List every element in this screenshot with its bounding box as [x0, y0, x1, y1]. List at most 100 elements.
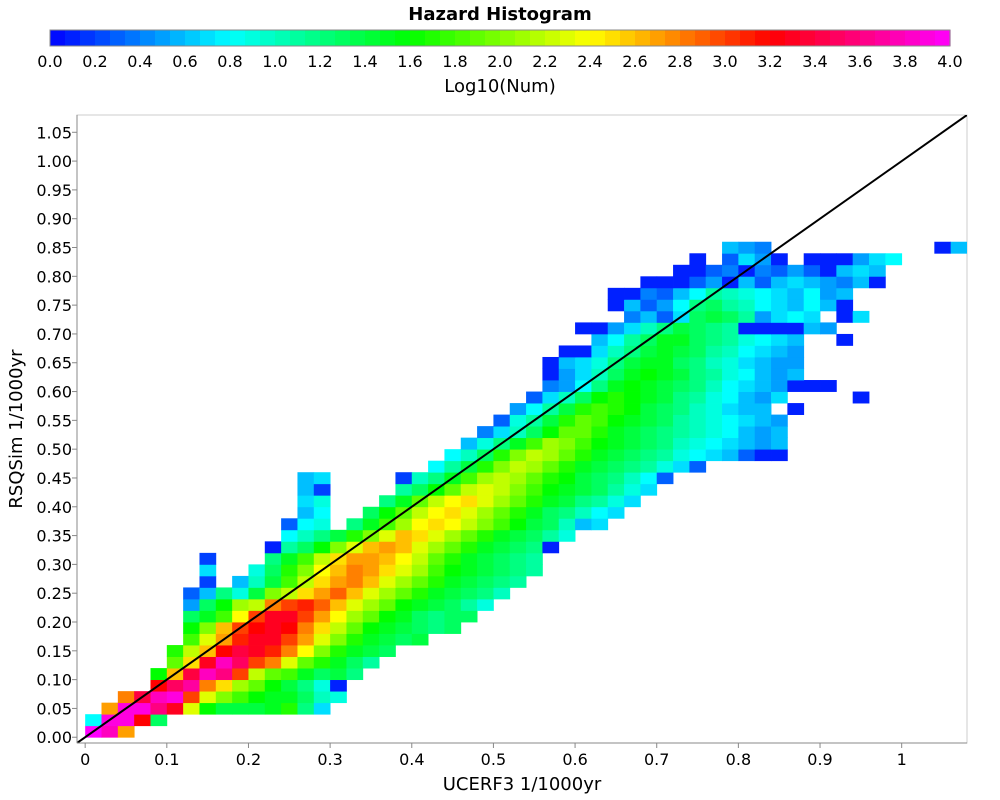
heatmap-cell [542, 506, 560, 519]
heatmap-cell [640, 414, 658, 427]
heatmap-cell [738, 299, 756, 312]
heatmap-cell [183, 633, 200, 646]
heatmap-cell [591, 380, 609, 392]
colorbar-swatch [500, 30, 516, 46]
colorbar-swatch [350, 30, 366, 46]
heatmap-cell [313, 587, 331, 600]
heatmap-cell [689, 253, 707, 266]
heatmap-cell [183, 587, 200, 600]
heatmap-cell [509, 575, 527, 588]
heatmap-cell [460, 472, 478, 485]
heatmap-cell [591, 518, 609, 531]
heatmap-cell [558, 368, 576, 381]
heatmap-cell [493, 460, 511, 473]
heatmap-cell [297, 702, 315, 715]
heatmap-cell [640, 368, 658, 381]
colorbar-swatch [785, 30, 801, 46]
colorbar-tick-label: 2.0 [487, 52, 512, 71]
heatmap-cell [297, 495, 315, 508]
heatmap-cell [297, 633, 315, 646]
heatmap-cell [607, 322, 625, 335]
heatmap-cell [297, 587, 315, 600]
heatmap-cell [281, 598, 298, 611]
heatmap-cell [395, 541, 413, 554]
heatmap-cell [428, 529, 445, 542]
heatmap-cell [624, 426, 641, 439]
colorbar-tick-label: 0.6 [172, 52, 197, 71]
heatmap-cell [150, 691, 168, 704]
heatmap-cell [705, 449, 723, 462]
heatmap-cell [313, 610, 331, 623]
heatmap-cell [330, 598, 347, 611]
heatmap-cell [395, 518, 413, 531]
heatmap-cell [509, 472, 527, 485]
heatmap-cell [640, 483, 658, 496]
colorbar-border [49, 29, 951, 47]
heatmap-cell [281, 575, 298, 588]
heatmap-cell [460, 587, 478, 600]
heatmap-cell [542, 483, 560, 496]
heatmap-cell [248, 645, 266, 657]
heatmap-cell [199, 633, 217, 646]
heatmap-cell [379, 645, 396, 657]
heatmap-cell [542, 426, 560, 439]
reference-line [77, 115, 967, 743]
heatmap-cell [722, 264, 739, 277]
heatmap-cell [771, 287, 788, 300]
heatmap-cell [281, 564, 298, 577]
heatmap-cell [591, 356, 609, 369]
heatmap-cell [689, 310, 707, 323]
heatmap-cell [607, 495, 625, 508]
heatmap-cell [640, 460, 658, 473]
heatmap-cell [183, 702, 200, 715]
heatmap-cell [493, 587, 511, 600]
heatmap-cell [591, 391, 609, 404]
heatmap-cell [215, 598, 233, 611]
colorbar-swatch [410, 30, 426, 46]
y-tick-label: 0.65 [36, 354, 72, 373]
colorbar-swatch [635, 30, 651, 46]
heatmap-cell [771, 299, 788, 312]
heatmap-cell [199, 564, 217, 577]
heatmap-cell [852, 310, 870, 323]
heatmap-cell [411, 552, 429, 565]
heatmap-cell [509, 449, 527, 462]
heatmap-cell [558, 472, 576, 485]
heatmap-cell [232, 656, 249, 669]
heatmap-cell [738, 241, 756, 254]
colorbar-swatch [320, 30, 336, 46]
heatmap-cell [607, 414, 625, 427]
heatmap-cell [117, 725, 135, 738]
heatmap-cell [330, 679, 347, 692]
heatmap-cell [232, 587, 249, 600]
heatmap-cell [460, 518, 478, 531]
heatmap-cell [297, 668, 315, 681]
colorbar-tick-label: 1.4 [352, 52, 377, 71]
heatmap-cell [673, 264, 690, 277]
heatmap-cell [869, 276, 886, 289]
heatmap-cell [493, 426, 511, 439]
heatmap-cell [787, 322, 805, 335]
colorbar-swatch [890, 30, 906, 46]
colorbar-swatch [620, 30, 636, 46]
heatmap-cell [591, 449, 609, 462]
heatmap-cell [673, 345, 690, 358]
heatmap-cell [313, 656, 331, 669]
heatmap-cell [346, 564, 364, 577]
heatmap-cell [444, 449, 462, 462]
heatmap-cell [362, 656, 380, 669]
heatmap-cell [656, 403, 674, 415]
colorbar-swatch [605, 30, 621, 46]
heatmap-cell [558, 345, 576, 358]
heatmap-cell [264, 541, 282, 554]
heatmap-cell [624, 380, 641, 392]
heatmap-cell [803, 310, 821, 323]
y-tick-label: 0.70 [36, 325, 72, 344]
heatmap-cell [542, 460, 560, 473]
heatmap-cell [85, 714, 102, 727]
heatmap-cell [330, 656, 347, 669]
heatmap-cell [460, 495, 478, 508]
heatmap-cell [754, 368, 772, 381]
heatmap-cell [754, 426, 772, 439]
colorbar-tick-label: 4.0 [937, 52, 962, 71]
